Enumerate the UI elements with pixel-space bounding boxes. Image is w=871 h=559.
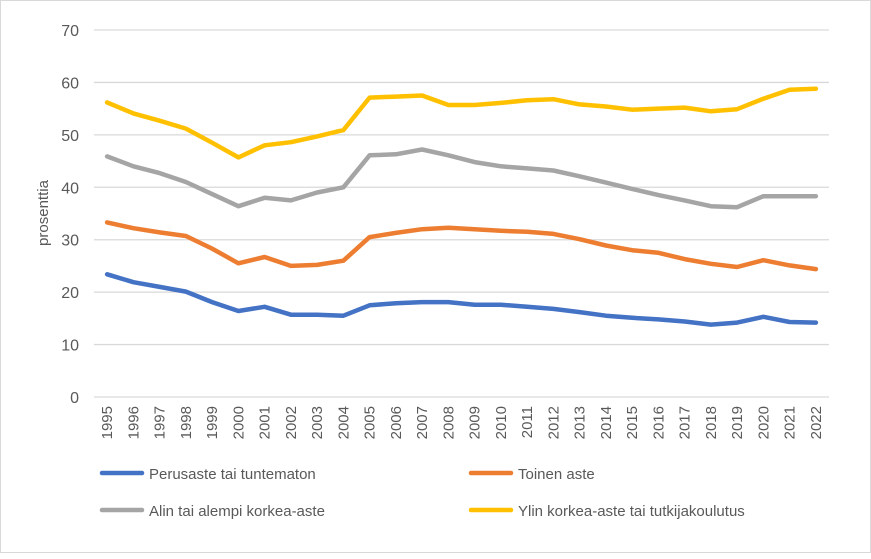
y-tick-label: 40	[61, 180, 79, 197]
y-tick-label: 60	[61, 75, 79, 92]
series-line	[104, 86, 819, 160]
x-tick-label: 2013	[572, 406, 589, 439]
y-tick-label: 50	[61, 128, 79, 145]
x-tick-label: 2004	[335, 406, 352, 439]
x-tick-label: 2016	[650, 406, 667, 439]
x-tick-label: 2009	[467, 406, 484, 439]
y-tick-label: 70	[61, 23, 79, 40]
x-tick-label: 2010	[493, 406, 510, 439]
x-tick-label: 2007	[414, 406, 431, 439]
x-tick-label: 2018	[703, 406, 720, 439]
x-tick-label: 2011	[519, 406, 536, 438]
legend-label: Toinen aste	[518, 466, 595, 483]
y-tick-label: 20	[61, 285, 79, 302]
y-axis-label: prosenttia	[35, 179, 52, 246]
x-tick-label: 2021	[782, 406, 799, 439]
x-tick-label: 2006	[388, 406, 405, 439]
x-tick-label: 2005	[362, 406, 379, 439]
x-tick-label: 2019	[729, 406, 746, 439]
x-tick-label: 2022	[808, 406, 825, 439]
x-tick-label: 1997	[152, 406, 169, 439]
x-tick-label: 2000	[230, 406, 247, 439]
y-tick-label: 30	[61, 233, 79, 250]
x-tick-label: 2017	[677, 406, 694, 439]
x-tick-label: 1996	[125, 406, 142, 439]
series-line	[104, 272, 819, 327]
x-tick-label: 2003	[309, 406, 326, 439]
legend-label: Alin tai alempi korkea-aste	[149, 503, 325, 520]
x-tick-label: 1998	[178, 406, 195, 439]
y-tick-label: 10	[61, 338, 79, 355]
x-tick-label: 2008	[440, 406, 457, 439]
x-tick-label: 1995	[99, 406, 116, 439]
x-tick-label: 2001	[257, 406, 274, 439]
y-tick-label: 0	[70, 390, 79, 407]
x-tick-label: 1999	[204, 406, 221, 439]
series-line	[104, 147, 819, 210]
x-tick-label: 2002	[283, 406, 300, 439]
x-tick-label: 2020	[755, 406, 772, 439]
series-line	[104, 220, 819, 272]
legend-label: Perusaste tai tuntematon	[149, 466, 316, 483]
x-tick-label: 2012	[545, 406, 562, 439]
x-tick-label: 2015	[624, 406, 641, 439]
legend-label: Ylin korkea-aste tai tutkijakoulutus	[518, 503, 745, 520]
x-tick-label: 2014	[598, 406, 615, 439]
